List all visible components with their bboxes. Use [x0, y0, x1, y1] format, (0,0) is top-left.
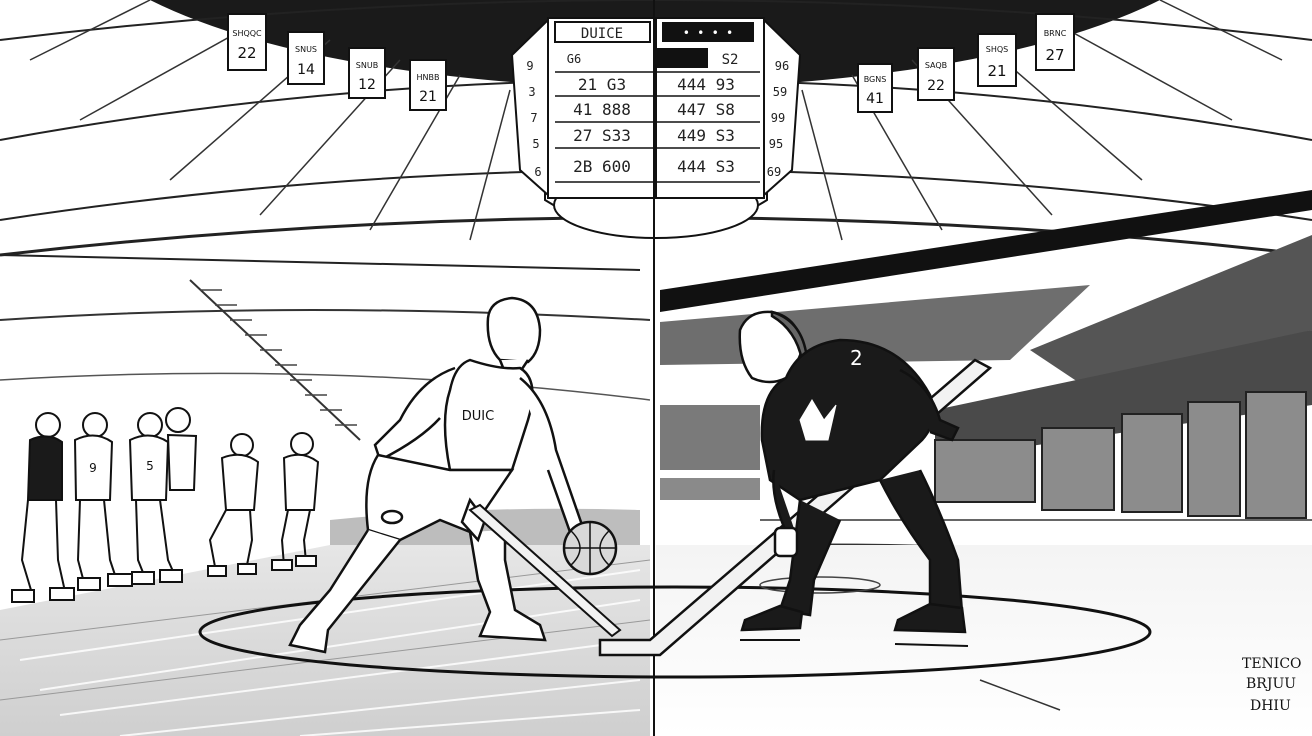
left-stands	[0, 254, 651, 545]
banner-label: SHQS	[986, 45, 1008, 54]
hockey-jersey-number: 2	[850, 346, 863, 370]
signature-line: DHIU	[1250, 698, 1291, 714]
scoreboard-row-right: 444 S3	[677, 157, 735, 176]
scoreboard-header-left: DUICE	[581, 26, 623, 42]
scoreboard: DUICE • • • • G6 S2 21 G3 444 93 41 888 …	[510, 17, 802, 239]
banner-label: BRNC	[1044, 29, 1067, 38]
scoreboard-row-right: 444 93	[677, 75, 735, 94]
scoreboard-header-right: • • • •	[683, 26, 734, 40]
banner: BRNC 27	[1035, 13, 1075, 71]
scoreboard-row-left: 2B 600	[573, 157, 631, 176]
banner-number: 22	[237, 44, 256, 62]
scoreboard-side-left: 9	[526, 59, 533, 73]
scoreboard-side-right: 99	[771, 111, 785, 125]
bench-player	[207, 433, 260, 577]
basketball-player: DUIC	[288, 296, 584, 654]
bench-players: 9 5	[11, 407, 320, 603]
scoreboard-row-left: 21 G3	[578, 75, 626, 94]
center-circle	[198, 585, 1152, 679]
scoreboard-label-left: G6	[567, 52, 581, 66]
scoreboard-side-right: 59	[773, 85, 787, 99]
banner-number: 27	[1045, 46, 1064, 64]
scoreboard-row-left: 27 S33	[573, 126, 631, 145]
bench-player: 5	[128, 412, 183, 585]
banner-number: 21	[987, 62, 1006, 80]
bench-jersey-number: 9	[89, 461, 97, 475]
bench-jersey-number: 5	[146, 459, 154, 473]
scoreboard-side-left: 7	[530, 111, 537, 125]
banner: HNBB 21	[409, 59, 447, 111]
banner-label: SNUS	[295, 45, 317, 54]
banner-label: HNBB	[417, 73, 440, 82]
banner-number: 12	[358, 77, 376, 93]
banner-number: 21	[419, 89, 437, 105]
scoreboard-label-right: S2	[722, 52, 739, 68]
scoreboard-row-right: 449 S3	[677, 126, 735, 145]
banner-number: 41	[866, 91, 884, 107]
banner: SHQS 21	[977, 33, 1017, 87]
banner-label: BGNS	[864, 75, 887, 84]
banners-left: SHQQC 22 SNUS 14 SNUB 12 HNBB 21	[227, 13, 447, 111]
banners-right: BGNS 41 SAQB 22 SHQS 21 BRNC 27	[857, 13, 1075, 113]
bench-player: 9	[73, 412, 133, 591]
basketball	[562, 520, 618, 576]
banner: SAQB 22	[917, 47, 955, 101]
banner-label: SNUB	[356, 61, 378, 70]
signature-line: BRJUU	[1246, 676, 1296, 692]
banner: BGNS 41	[857, 63, 893, 113]
right-stands	[660, 190, 1312, 581]
scoreboard-side-right: 96	[775, 59, 789, 73]
scoreboard-row-left: 41 888	[573, 100, 631, 119]
artist-signature: TENICO BRJUU DHIU	[1242, 656, 1302, 714]
faceoff-ring	[759, 576, 881, 594]
bench-player	[165, 407, 198, 491]
scoreboard-side-right: 69	[767, 165, 781, 179]
basketball-jersey-text: DUIC	[462, 409, 494, 424]
hockey-player: 2	[738, 310, 969, 647]
banner-number: 14	[297, 62, 315, 78]
scoreboard-side-left: 6	[534, 165, 541, 179]
bench-player	[11, 412, 75, 603]
signature-line: TENICO	[1242, 656, 1302, 672]
banner: SNUS 14	[287, 31, 325, 85]
bench-player	[271, 432, 320, 571]
banner: SNUB 12	[348, 47, 386, 99]
scoreboard-row-right: 447 S8	[677, 100, 735, 119]
scoreboard-side-right: 95	[769, 137, 783, 151]
scoreboard-side-left: 3	[528, 85, 535, 99]
banner-label: SHQQC	[232, 29, 262, 38]
banner-number: 22	[927, 78, 945, 94]
glass-panels	[934, 391, 1307, 519]
banner: SHQQC 22	[227, 13, 267, 71]
banner-label: SAQB	[925, 61, 947, 70]
scoreboard-side-left: 5	[532, 137, 539, 151]
